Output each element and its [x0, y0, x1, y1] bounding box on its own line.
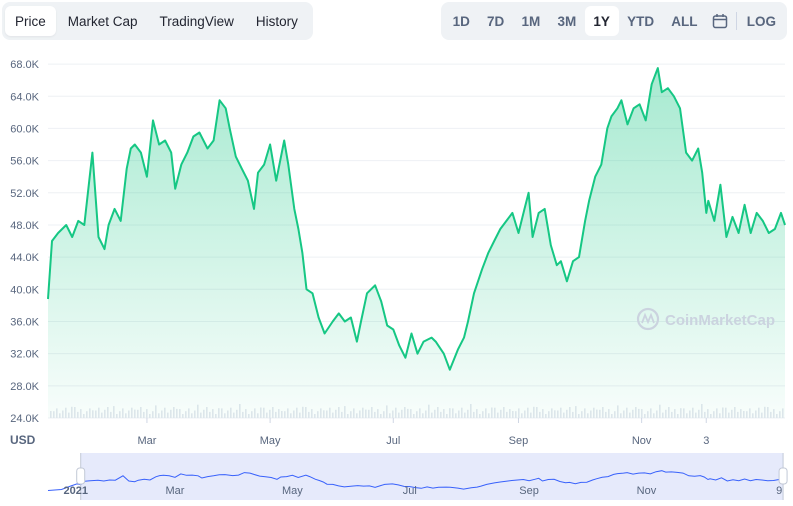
navigator-label: Nov	[637, 485, 657, 497]
x-tick-label: 3	[703, 435, 709, 447]
watermark-logo: CoinMarketCap	[636, 307, 775, 331]
toolbar-divider	[735, 12, 737, 30]
currency-label: USD	[10, 433, 36, 447]
y-axis: 68.0K 64.0K 60.0K 56.0K 52.0K 48.0K 44.0K 40.0K…	[10, 59, 39, 425]
y-tick-label: 56.0K	[10, 156, 39, 168]
navigator-label: Jul	[403, 485, 417, 497]
y-tick-label: 64.0K	[10, 91, 39, 103]
range-ytd-button[interactable]: YTD	[627, 13, 655, 29]
x-axis: Mar May Jul Sep Nov 3	[137, 418, 709, 447]
y-tick-label: 24.0K	[10, 413, 39, 425]
range-3m-button[interactable]: 3M	[557, 13, 577, 29]
tab-history[interactable]: History	[255, 13, 298, 29]
navigator-label: May	[282, 485, 303, 497]
range-navigator[interactable]: 2021 Mar May Jul Sep Nov 9	[47, 453, 788, 500]
x-tick-label: May	[260, 435, 281, 447]
watermark-text: CoinMarketCap	[665, 312, 775, 329]
y-tick-label: 44.0K	[10, 252, 39, 264]
y-tick-label: 60.0K	[10, 123, 39, 135]
log-scale-button[interactable]: LOG	[746, 13, 776, 29]
x-tick-label: Nov	[632, 435, 652, 447]
range-1d-button[interactable]: 1D	[452, 13, 470, 29]
time-range-selector: 1D 7D 1M 3M 1Y YTD ALL LOG	[441, 2, 787, 40]
navigator-handle[interactable]	[76, 467, 86, 485]
navigator-selection[interactable]	[80, 453, 784, 500]
range-1m-button[interactable]: 1M	[521, 13, 541, 29]
range-all-button[interactable]: ALL	[671, 13, 698, 29]
navigator-label: Sep	[519, 485, 539, 497]
calendar-icon[interactable]	[706, 6, 734, 36]
x-tick-label: Sep	[509, 435, 529, 447]
navigator-label: 2021	[63, 485, 87, 497]
tab-market-cap[interactable]: Market Cap	[67, 13, 138, 29]
y-tick-label: 52.0K	[10, 188, 39, 200]
y-tick-label: 28.0K	[10, 381, 39, 393]
navigator-line	[47, 470, 784, 491]
range-1y-button[interactable]: 1Y	[584, 6, 619, 36]
navigator-handle[interactable]	[778, 467, 788, 485]
chart-type-tabs: Price Market Cap TradingView History	[2, 2, 313, 40]
y-tick-label: 36.0K	[10, 316, 39, 328]
price-area-fill	[48, 68, 785, 418]
y-tick-label: 40.0K	[10, 284, 39, 296]
navigator-label: 9	[776, 485, 782, 497]
x-tick-label: Jul	[386, 435, 400, 447]
y-tick-label: 48.0K	[10, 220, 39, 232]
price-line	[47, 67, 786, 371]
navigator-label: Mar	[166, 485, 185, 497]
range-7d-button[interactable]: 7D	[487, 13, 505, 29]
tab-price[interactable]: Price	[5, 6, 56, 36]
y-tick-label: 68.0K	[10, 59, 39, 71]
x-tick-label: Mar	[137, 435, 156, 447]
tab-tradingview[interactable]: TradingView	[159, 13, 234, 29]
y-tick-label: 32.0K	[10, 349, 39, 361]
